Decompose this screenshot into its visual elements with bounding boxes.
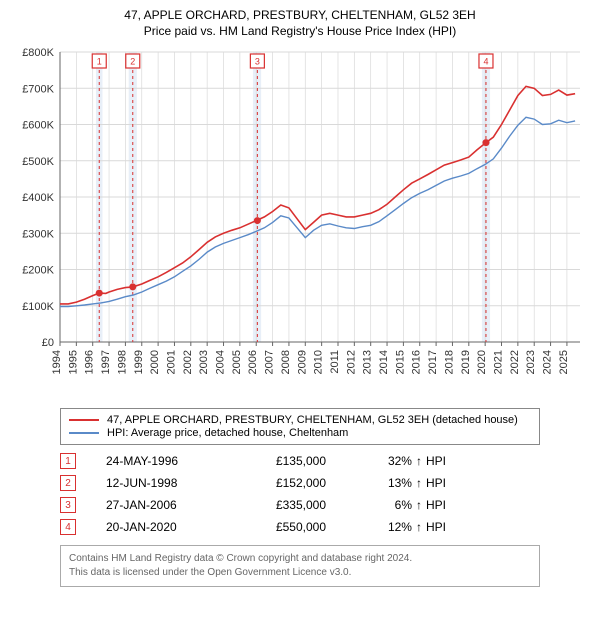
svg-text:2019: 2019 — [460, 350, 472, 374]
svg-text:2002: 2002 — [182, 350, 194, 374]
transaction-date: 24-MAY-1996 — [106, 454, 216, 468]
svg-text:2009: 2009 — [296, 350, 308, 374]
svg-text:1997: 1997 — [100, 350, 112, 374]
transaction-marker: 3 — [60, 497, 76, 513]
svg-text:£400K: £400K — [22, 192, 54, 204]
chart-title-address: 47, APPLE ORCHARD, PRESTBURY, CHELTENHAM… — [10, 8, 590, 22]
svg-text:2023: 2023 — [525, 350, 537, 374]
svg-text:1995: 1995 — [67, 350, 79, 374]
transaction-date: 27-JAN-2006 — [106, 498, 216, 512]
svg-text:£500K: £500K — [22, 156, 54, 168]
transaction-pct: 12%↑HPI — [356, 520, 446, 534]
transaction-price: £335,000 — [246, 498, 326, 512]
svg-text:£300K: £300K — [22, 228, 54, 240]
svg-text:2021: 2021 — [493, 350, 505, 374]
transaction-price: £152,000 — [246, 476, 326, 490]
legend-label-hpi: HPI: Average price, detached house, Chel… — [107, 427, 348, 439]
transaction-price: £550,000 — [246, 520, 326, 534]
transaction-marker: 2 — [60, 475, 76, 491]
transaction-marker: 1 — [60, 453, 76, 469]
svg-text:£600K: £600K — [22, 120, 54, 132]
transaction-pct: 32%↑HPI — [356, 454, 446, 468]
transaction-row: 3 27-JAN-2006 £335,000 6%↑HPI — [60, 497, 590, 513]
arrow-up-icon: ↑ — [416, 476, 422, 490]
title-block: 47, APPLE ORCHARD, PRESTBURY, CHELTENHAM… — [10, 8, 590, 38]
svg-text:£700K: £700K — [22, 83, 54, 95]
svg-text:1999: 1999 — [133, 350, 145, 374]
svg-text:£200K: £200K — [22, 265, 54, 277]
footer-box: Contains HM Land Registry data © Crown c… — [60, 545, 540, 587]
svg-text:1: 1 — [97, 57, 102, 67]
transaction-date: 12-JUN-1998 — [106, 476, 216, 490]
legend-swatch-hpi — [69, 432, 99, 434]
legend-box: 47, APPLE ORCHARD, PRESTBURY, CHELTENHAM… — [60, 408, 540, 445]
svg-text:2013: 2013 — [362, 350, 374, 374]
transaction-price: £135,000 — [246, 454, 326, 468]
transaction-table: 1 24-MAY-1996 £135,000 32%↑HPI 2 12-JUN-1998 £… — [60, 453, 590, 535]
svg-text:2016: 2016 — [411, 350, 423, 374]
svg-text:2005: 2005 — [231, 350, 243, 374]
svg-text:2012: 2012 — [345, 350, 357, 374]
transaction-row: 2 12-JUN-1998 £152,000 13%↑HPI — [60, 475, 590, 491]
chart-container: 47, APPLE ORCHARD, PRESTBURY, CHELTENHAM… — [0, 0, 600, 597]
svg-text:2011: 2011 — [329, 350, 341, 374]
svg-text:2004: 2004 — [215, 350, 227, 374]
chart-title-subtitle: Price paid vs. HM Land Registry's House … — [10, 24, 590, 38]
svg-text:2018: 2018 — [443, 350, 455, 374]
arrow-up-icon: ↑ — [416, 454, 422, 468]
svg-text:2015: 2015 — [394, 350, 406, 374]
transaction-date: 20-JAN-2020 — [106, 520, 216, 534]
svg-text:2022: 2022 — [509, 350, 521, 374]
chart-svg: £0 £100K £200K £300K £400K £500K £600K £700K £80… — [10, 42, 590, 402]
svg-text:1996: 1996 — [84, 350, 96, 374]
footer-line-2: This data is licensed under the Open Gov… — [69, 566, 531, 580]
transaction-marker: 4 — [60, 519, 76, 535]
transaction-pct: 13%↑HPI — [356, 476, 446, 490]
svg-text:£100K: £100K — [22, 301, 54, 313]
svg-text:2020: 2020 — [476, 350, 488, 374]
chart-area: £0 £100K £200K £300K £400K £500K £600K £700K £80… — [10, 42, 590, 402]
transaction-row: 1 24-MAY-1996 £135,000 32%↑HPI — [60, 453, 590, 469]
svg-text:2007: 2007 — [264, 350, 276, 374]
svg-text:2: 2 — [130, 57, 135, 67]
legend-swatch-property — [69, 419, 99, 421]
svg-text:2000: 2000 — [149, 350, 161, 374]
svg-text:2010: 2010 — [313, 350, 325, 374]
svg-text:2006: 2006 — [247, 350, 259, 374]
svg-text:2003: 2003 — [198, 350, 210, 374]
svg-text:1998: 1998 — [116, 350, 128, 374]
svg-text:4: 4 — [483, 57, 488, 67]
svg-text:2024: 2024 — [542, 350, 554, 374]
svg-text:2014: 2014 — [378, 350, 390, 374]
svg-text:1994: 1994 — [51, 350, 63, 374]
svg-text:£800K: £800K — [22, 47, 54, 59]
svg-text:£0: £0 — [42, 337, 54, 349]
svg-text:3: 3 — [255, 57, 260, 67]
svg-text:2017: 2017 — [427, 350, 439, 374]
svg-text:2025: 2025 — [558, 350, 570, 374]
svg-text:2001: 2001 — [165, 350, 177, 374]
transaction-row: 4 20-JAN-2020 £550,000 12%↑HPI — [60, 519, 590, 535]
legend-label-property: 47, APPLE ORCHARD, PRESTBURY, CHELTENHAM… — [107, 414, 518, 426]
svg-text:2008: 2008 — [280, 350, 292, 374]
legend-row-hpi: HPI: Average price, detached house, Chel… — [69, 427, 531, 439]
arrow-up-icon: ↑ — [416, 498, 422, 512]
transaction-pct: 6%↑HPI — [356, 498, 446, 512]
footer-line-1: Contains HM Land Registry data © Crown c… — [69, 552, 531, 566]
legend-row-property: 47, APPLE ORCHARD, PRESTBURY, CHELTENHAM… — [69, 414, 531, 426]
arrow-up-icon: ↑ — [416, 520, 422, 534]
